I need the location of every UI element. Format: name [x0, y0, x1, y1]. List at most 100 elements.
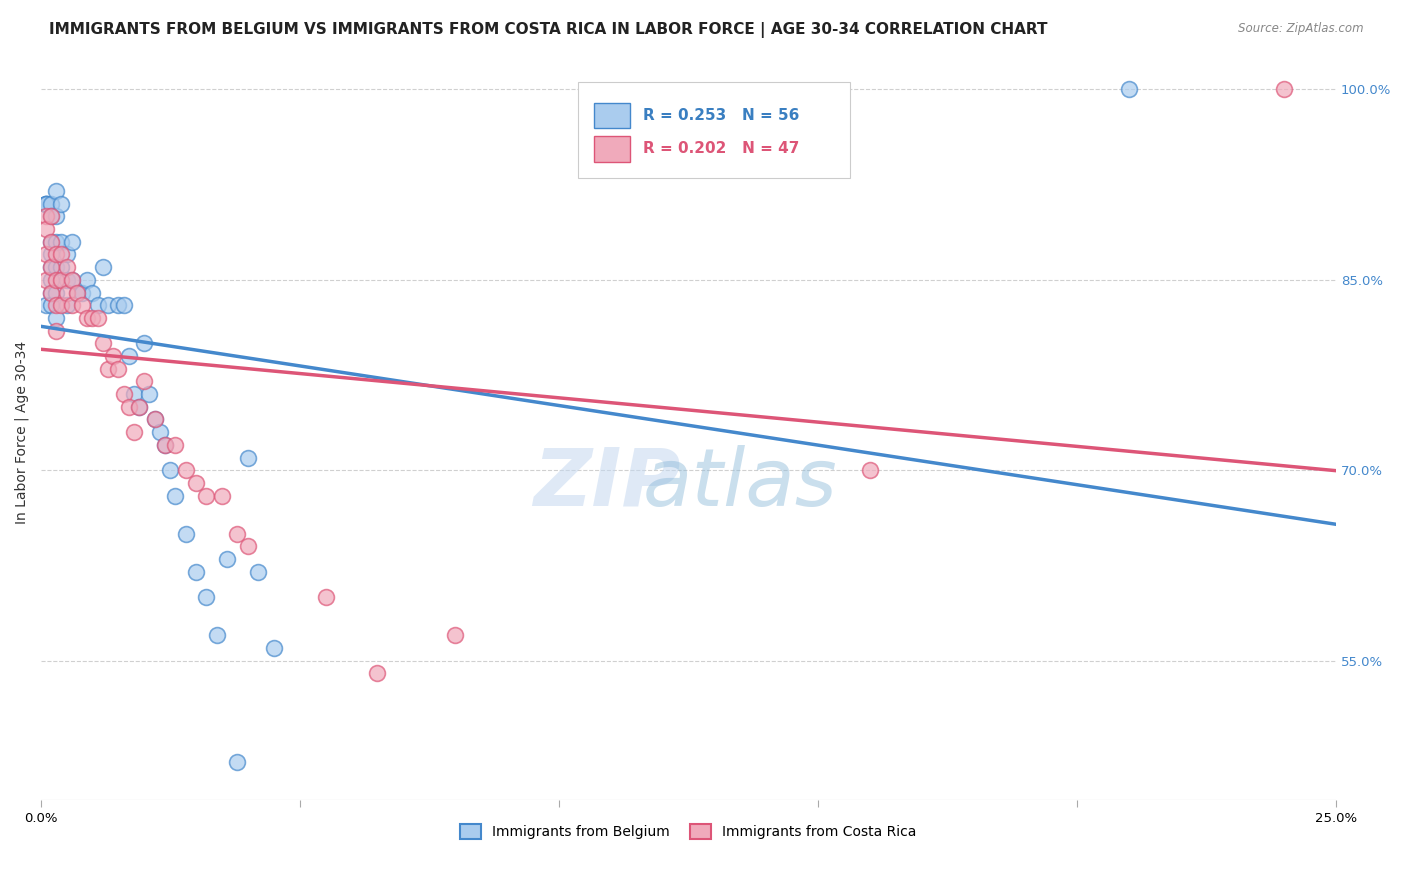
Point [39, 235, 62, 249]
FancyBboxPatch shape [578, 82, 851, 178]
Point [118, 400, 141, 414]
Point [226, 526, 249, 541]
Point [128, 400, 150, 414]
Point [39, 247, 62, 261]
Point [263, 640, 285, 655]
Point [39, 196, 62, 211]
Point [76, 310, 98, 325]
Point [51, 273, 73, 287]
Point [35, 196, 58, 211]
Point [39, 285, 62, 300]
Point [153, 438, 176, 452]
Point [45, 324, 67, 338]
Point [97, 298, 120, 312]
Text: R = 0.253   N = 56: R = 0.253 N = 56 [643, 108, 799, 123]
Point [55, 273, 77, 287]
Point [1272, 82, 1295, 96]
Point [45, 298, 67, 312]
Point [82, 285, 104, 300]
Point [45, 210, 67, 224]
Point [195, 590, 218, 604]
Point [86, 310, 108, 325]
Point [122, 425, 145, 439]
Point [35, 196, 58, 211]
Y-axis label: In Labor Force | Age 30-34: In Labor Force | Age 30-34 [15, 341, 30, 524]
Point [143, 412, 166, 426]
Point [60, 273, 83, 287]
Point [70, 285, 93, 300]
Point [55, 260, 77, 274]
Bar [593, 136, 630, 161]
Point [444, 628, 467, 642]
Point [174, 526, 197, 541]
Point [86, 298, 108, 312]
Point [82, 310, 104, 325]
Point [35, 210, 58, 224]
Point [66, 285, 89, 300]
Point [60, 235, 83, 249]
Point [35, 196, 58, 211]
Point [184, 475, 207, 490]
Point [60, 273, 83, 287]
Point [70, 298, 93, 312]
Point [247, 565, 270, 579]
Point [39, 285, 62, 300]
Point [134, 336, 156, 351]
Point [45, 273, 67, 287]
Point [107, 298, 129, 312]
Point [112, 387, 135, 401]
Point [35, 196, 58, 211]
Point [51, 260, 73, 274]
Point [128, 400, 150, 414]
Point [35, 222, 58, 236]
Point [45, 247, 67, 261]
Point [45, 285, 67, 300]
Point [236, 450, 259, 465]
Text: ZIP: ZIP [533, 444, 681, 523]
Point [39, 260, 62, 274]
Point [112, 298, 135, 312]
Point [153, 438, 176, 452]
Text: R = 0.202   N = 47: R = 0.202 N = 47 [643, 141, 799, 156]
Point [55, 247, 77, 261]
Point [134, 375, 156, 389]
Point [195, 489, 218, 503]
Point [159, 463, 181, 477]
Point [211, 489, 233, 503]
Point [51, 235, 73, 249]
Text: Source: ZipAtlas.com: Source: ZipAtlas.com [1239, 22, 1364, 36]
Point [55, 285, 77, 300]
Point [35, 247, 58, 261]
Point [39, 210, 62, 224]
Point [51, 196, 73, 211]
Legend: Immigrants from Belgium, Immigrants from Costa Rica: Immigrants from Belgium, Immigrants from… [454, 819, 922, 845]
Point [217, 552, 239, 566]
Point [45, 260, 67, 274]
Point [366, 666, 388, 681]
Point [149, 425, 172, 439]
Point [236, 539, 259, 553]
Point [55, 298, 77, 312]
Point [39, 235, 62, 249]
Point [35, 298, 58, 312]
Bar [593, 103, 630, 128]
Point [205, 628, 228, 642]
Text: IMMIGRANTS FROM BELGIUM VS IMMIGRANTS FROM COSTA RICA IN LABOR FORCE | AGE 30-34: IMMIGRANTS FROM BELGIUM VS IMMIGRANTS FR… [49, 22, 1047, 38]
Point [118, 349, 141, 363]
Point [97, 361, 120, 376]
Point [39, 298, 62, 312]
Point [35, 273, 58, 287]
Point [91, 260, 114, 274]
Point [226, 755, 249, 769]
Point [51, 247, 73, 261]
Point [66, 285, 89, 300]
Point [138, 387, 160, 401]
Point [60, 298, 83, 312]
Point [143, 412, 166, 426]
Point [51, 298, 73, 312]
Point [165, 489, 187, 503]
Point [165, 438, 187, 452]
Point [174, 463, 197, 477]
Point [76, 273, 98, 287]
Point [39, 210, 62, 224]
